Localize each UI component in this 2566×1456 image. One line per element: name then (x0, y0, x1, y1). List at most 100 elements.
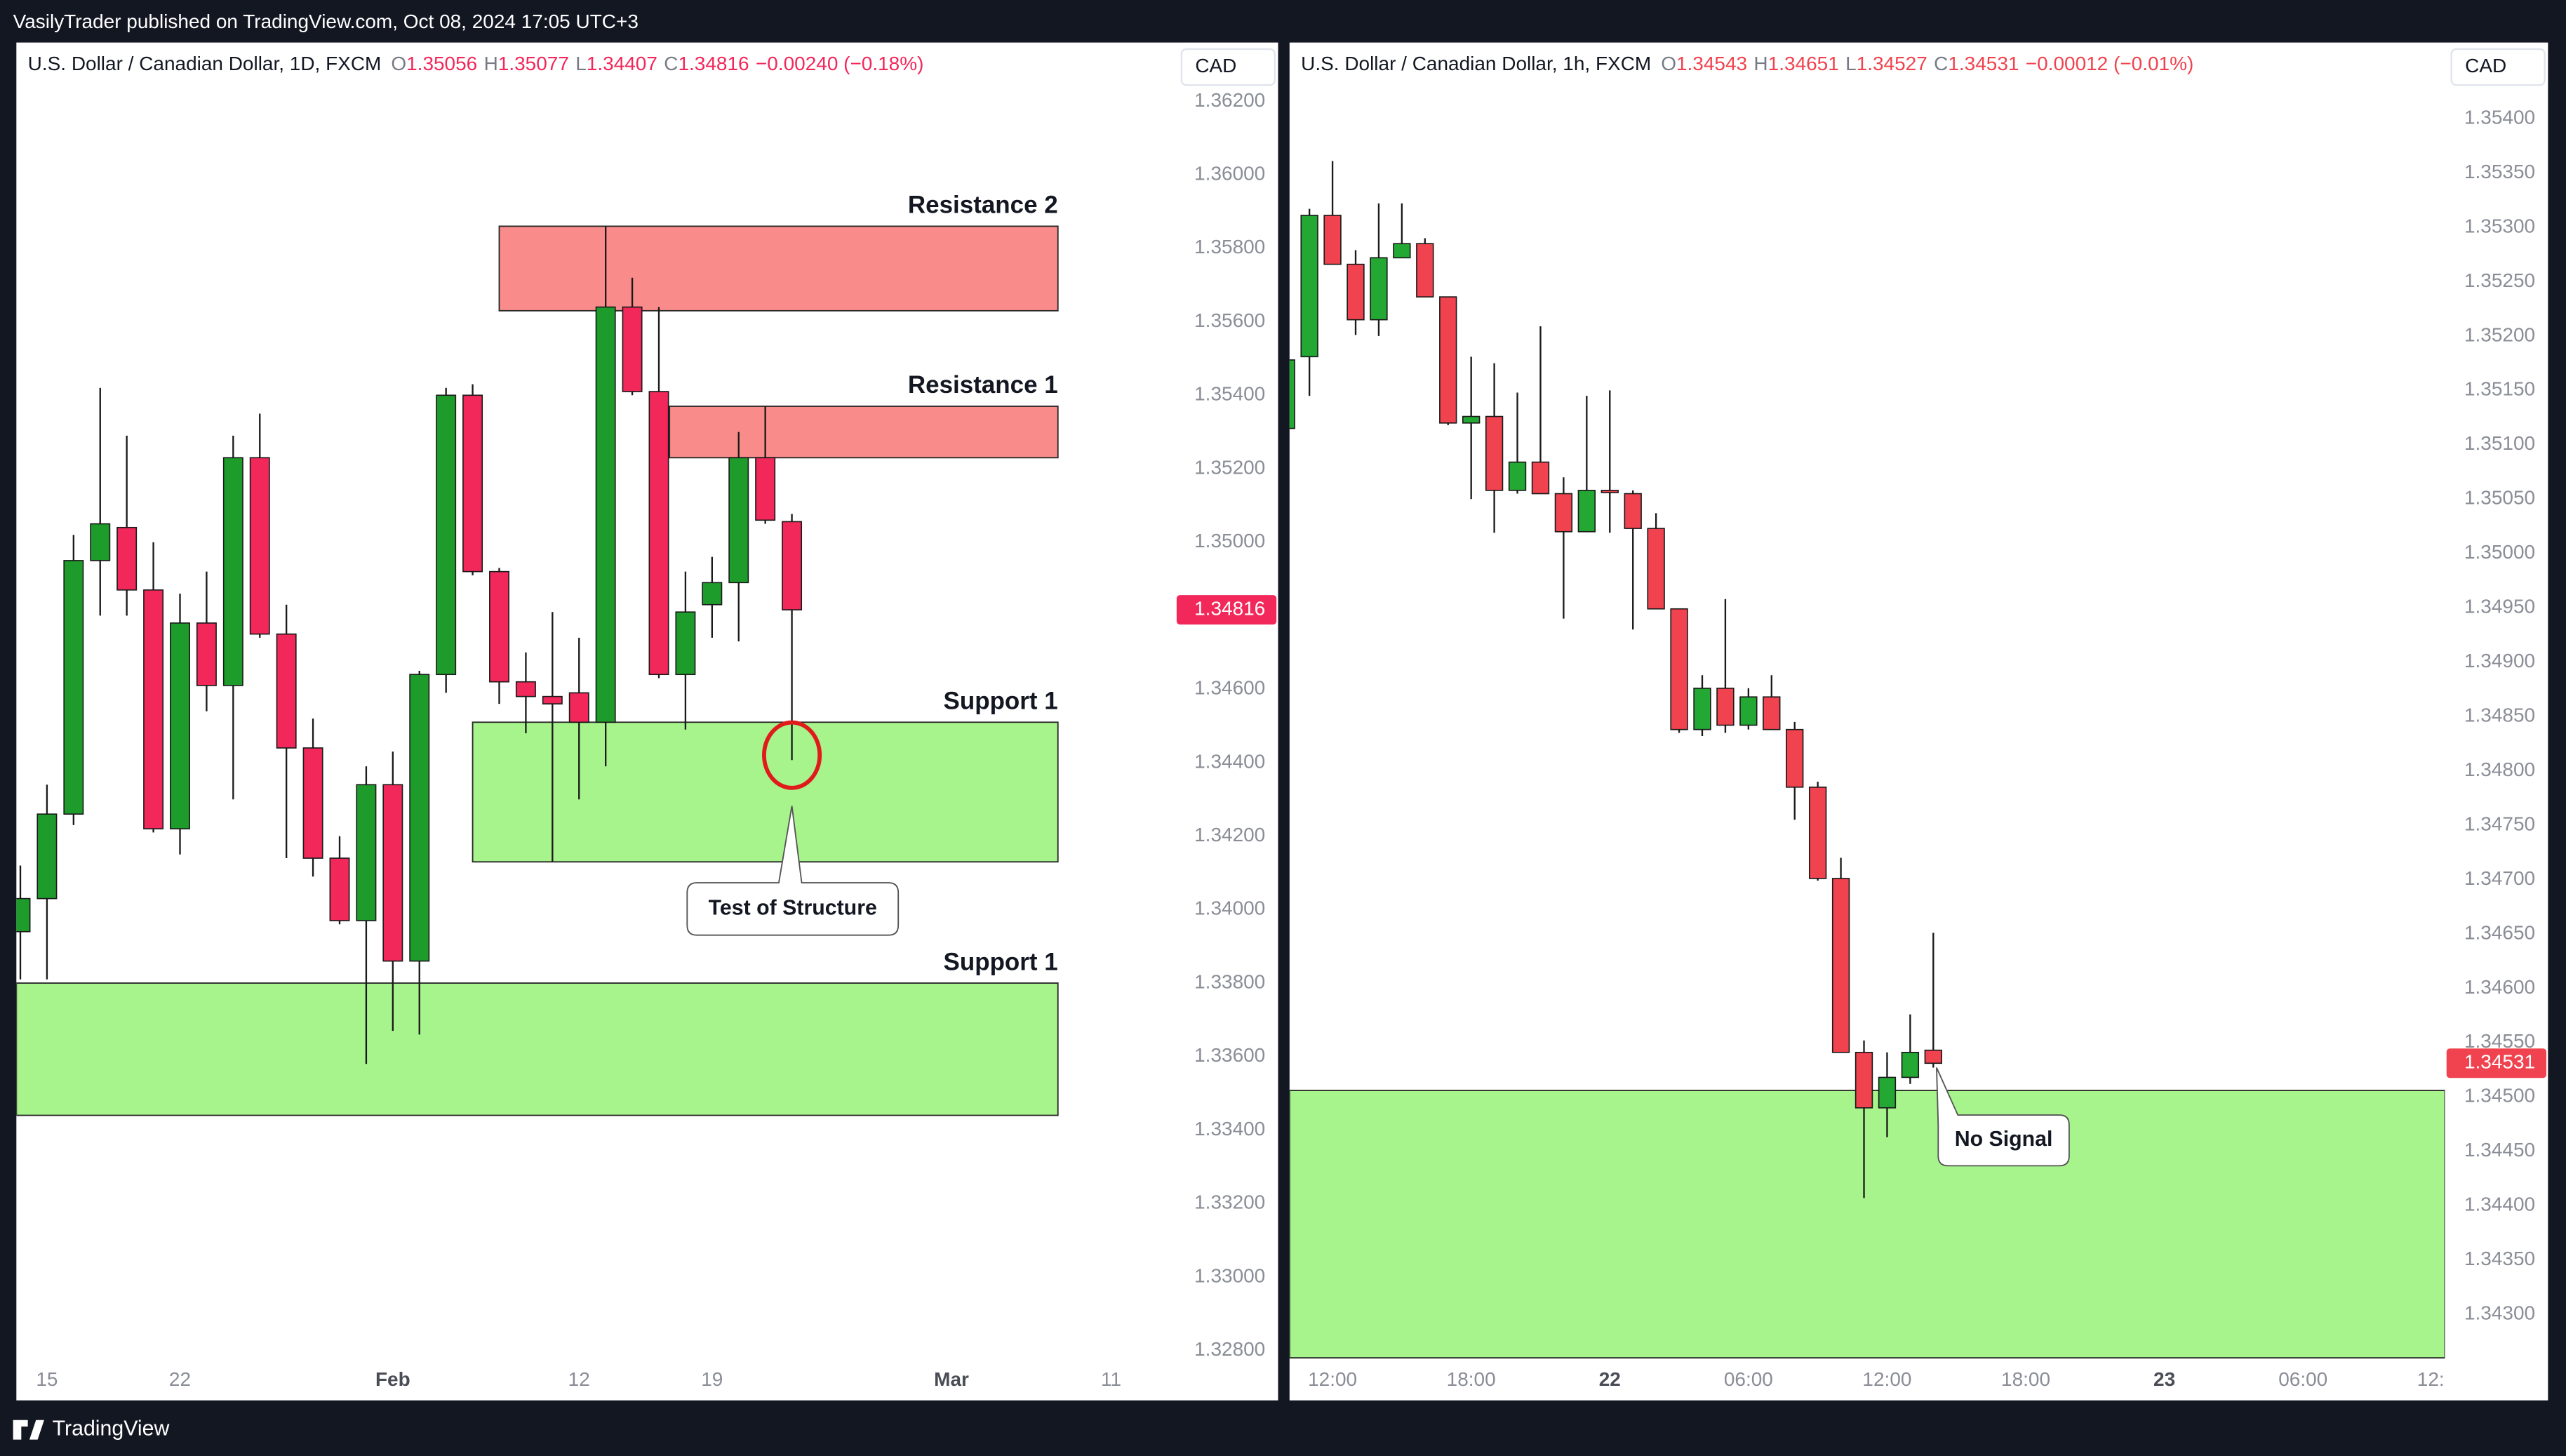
candle-body (595, 306, 616, 723)
legend: U.S. Dollar / Canadian Dollar, 1D, FXCM O… (28, 53, 924, 75)
candle-body (170, 622, 190, 829)
candle-body (143, 589, 164, 829)
legend-key: H (484, 53, 498, 75)
y-tick-label: 1.35600 (1194, 309, 1265, 331)
candle-body (1693, 688, 1711, 730)
candle-body (1901, 1051, 1920, 1078)
y-tick-label: 1.35250 (2464, 269, 2535, 291)
x-tick-label: 19 (701, 1368, 723, 1390)
y-tick-label: 1.34400 (2464, 1194, 2535, 1215)
y-tick-label: 1.35400 (1194, 383, 1265, 405)
y-tick-label: 1.36000 (1194, 163, 1265, 185)
x-tick-label: 22 (1599, 1368, 1621, 1390)
zone (16, 982, 1059, 1116)
legend-value: 1.34527 (1857, 53, 1927, 75)
zone-label: Support 1 (944, 948, 1058, 975)
plot-area: No Signal (1289, 161, 2445, 1359)
y-tick-label: 1.35350 (2464, 161, 2535, 182)
zone-label: Resistance 1 (908, 371, 1058, 399)
legend-value: 1.35077 (498, 53, 569, 75)
candle-body (1855, 1051, 1873, 1109)
candle-body (782, 521, 803, 610)
x-axis: 12:00 18:00 22 06:00 12:00 18:00 23 06:00 12:00 (1308, 1368, 2445, 1390)
y-tick-label: 1.34600 (2464, 976, 2535, 998)
y-tick-label: 1.33000 (1194, 1264, 1265, 1286)
y-tick-label: 1.36200 (1194, 89, 1265, 111)
y-tick-label: 1.35050 (2464, 487, 2535, 509)
y-tick-label: 1.34800 (2464, 759, 2535, 780)
y-tick-label: 1.35400 (2464, 106, 2535, 128)
candle-body (648, 391, 669, 676)
y-tick-label: 1.35200 (1194, 456, 1265, 478)
y-tick-label: 1.35000 (2464, 541, 2535, 563)
candle-body (1347, 263, 1365, 321)
candle-body (1439, 296, 1457, 424)
candle-body (196, 622, 217, 686)
candle-body (489, 570, 509, 683)
candle-body (1485, 415, 1504, 491)
legend-change: −0.00240 (−0.18%) (756, 53, 924, 75)
candle-body (1647, 528, 1665, 610)
y-tick-label: 1.32800 (1194, 1338, 1265, 1360)
candle-body (302, 747, 323, 859)
candle-body (36, 813, 58, 900)
legend-value: 1.34531 (1948, 53, 2019, 75)
y-tick-label: 1.34550 (2464, 1030, 2535, 1052)
candle-body (116, 526, 138, 591)
zone-label: Support 1 (944, 688, 1058, 715)
zone (669, 406, 1059, 459)
candle-body (568, 692, 589, 723)
candle-body (1601, 490, 1619, 493)
y-tick-label: 1.33800 (1194, 970, 1265, 992)
callout (686, 806, 900, 936)
candle-body (1624, 493, 1642, 529)
candle-body (1289, 359, 1295, 429)
candle-body (249, 457, 270, 635)
legend: U.S. Dollar / Canadian Dollar, 1h, FXCM O… (1301, 53, 2193, 75)
x-tick-label: 15 (36, 1368, 58, 1390)
zone (1289, 1090, 2445, 1359)
y-tick-label: 1.35800 (1194, 236, 1265, 258)
plot-area: Resistance 2 Resistance 1 Support 1 Support… (16, 192, 1059, 1116)
x-axis: 15 22 Feb 12 19 Mar 11 (36, 1368, 1121, 1390)
price-tag-text: 1.34531 (2464, 1051, 2535, 1073)
candle-body (542, 695, 563, 704)
price-tag (2446, 1048, 2547, 1078)
y-tick-label: 1.35000 (1194, 530, 1265, 552)
candle-body (382, 784, 403, 962)
candle-body (63, 560, 84, 815)
x-tick-label: 12:00 (1862, 1368, 1911, 1390)
x-tick-label: 22 (169, 1368, 191, 1390)
legend-value: 1.34407 (587, 53, 657, 75)
y-tick-label: 1.34650 (2464, 921, 2535, 943)
candle-body (1716, 688, 1735, 726)
y-tick-label: 1.35200 (2464, 323, 2535, 345)
y-tick-label: 1.35300 (2464, 215, 2535, 236)
y-tick-label: 1.34900 (2464, 650, 2535, 672)
candle-body (1508, 461, 1527, 491)
y-tick-label: 1.34200 (1194, 824, 1265, 846)
candle-body (702, 582, 723, 606)
candle-body (16, 897, 31, 933)
zone-label: Resistance 2 (908, 192, 1058, 219)
price-tag (1176, 595, 1277, 625)
candle-body (276, 633, 297, 749)
candle-body (436, 394, 457, 676)
candle-body (1531, 461, 1550, 495)
x-tick-label: 18:00 (2001, 1368, 2050, 1390)
y-tick-label: 1.35100 (2464, 432, 2535, 454)
candle-body (755, 457, 776, 521)
y-tick-label: 1.33400 (1194, 1118, 1265, 1140)
x-tick-label: 18:00 (1447, 1368, 1496, 1390)
x-tick-label: 06:00 (1724, 1368, 1773, 1390)
candle-body (728, 457, 749, 584)
legend-value: 1.34543 (1676, 53, 1747, 75)
y-tick-label: 1.33600 (1194, 1044, 1265, 1066)
candle-body (1577, 490, 1596, 533)
zone (498, 225, 1059, 312)
candle-body (1300, 215, 1318, 358)
y-tick-label: 1.34850 (2464, 704, 2535, 726)
publish-header: VasilyTrader published on TradingView.co… (13, 11, 639, 32)
highlight-circle (762, 720, 822, 790)
candle-body (1670, 608, 1688, 730)
